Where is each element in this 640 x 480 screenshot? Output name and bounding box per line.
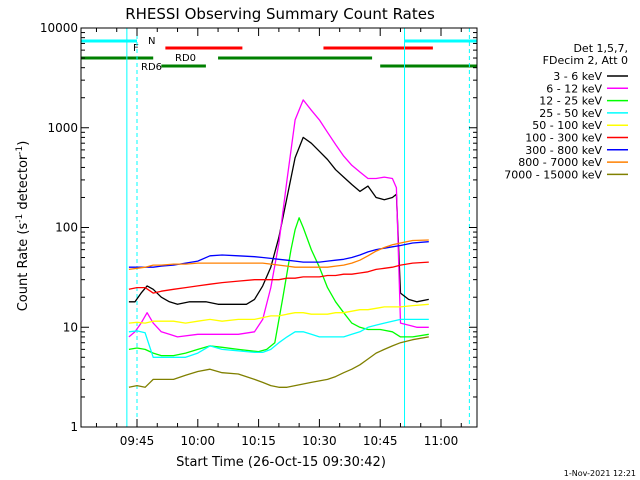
series-line-5 [128,261,429,294]
y-tick-label-3: 1000 [47,121,78,135]
x-tick-label-1: 10:00 [181,434,216,448]
legend-label-8: 7000 - 15000 keV [504,168,602,181]
series-line-0 [128,136,429,305]
x-tick-label-4: 10:45 [363,434,398,448]
legend-header-line-1: Det 1,5,7, [573,42,628,55]
legend-label-7: 800 - 7000 keV [518,156,602,169]
y-label-part-c: ) [16,141,31,146]
legend-label-2: 12 - 25 keV [539,95,602,108]
series-line-6 [128,241,429,268]
footer-timestamp: 1-Nov-2021 12:21 [564,469,636,478]
legend-label-6: 300 - 800 keV [525,144,602,157]
axes: 1 10 100 1000 10000 09:45 10:00 10:15 10:30 10:45… [40,21,477,448]
series-line-3 [128,318,429,358]
y-label-part-a: Count Rate (s [16,223,31,312]
plot-frame [80,27,478,428]
series-line-4 [128,303,429,324]
y-tick-label-0: 1 [70,420,78,434]
y-label-exp-b: -1 [15,146,25,155]
y-label-part-b: detector [16,154,31,214]
y-tick-label-4: 10000 [40,21,78,35]
green-flag-label-rd0: RD0 [175,53,196,64]
legend-label-0: 3 - 6 keV [553,70,602,83]
x-axis-label: Start Time (26-Oct-15 09:30:42) [176,455,386,470]
y-tick-label-1: 10 [63,320,78,334]
y-axis-label: Count Rate (s-1 detector-1) [15,141,31,312]
x-tick-label-3: 10:30 [302,434,337,448]
series-line-1 [128,99,429,338]
series-lines [128,99,429,388]
series-line-8 [128,336,429,388]
series-line-7 [128,239,429,271]
y-label-exp-a: -1 [15,214,25,223]
green-flag-label-rd6: RD6 [141,62,162,73]
legend-label-1: 6 - 12 keV [546,82,602,95]
x-tick-label-5: 11:00 [424,434,459,448]
legend-header-line-2: FDecim 2, Att 0 [543,54,628,67]
red-flag-label: F [133,43,139,54]
flag-bars: NF RD0 RD6 [81,36,477,73]
vertical-markers [80,28,470,427]
legend-label-5: 100 - 300 keV [525,132,602,145]
cyan-flag-label: N [148,36,155,47]
x-tick-label-2: 10:15 [241,434,276,448]
x-tick-label-0: 09:45 [120,434,155,448]
legend-label-4: 50 - 100 keV [532,119,602,132]
y-tick-label-2: 100 [55,221,78,235]
chart-title: RHESSI Observing Summary Count Rates [125,5,435,23]
legend-label-3: 25 - 50 keV [539,107,602,120]
